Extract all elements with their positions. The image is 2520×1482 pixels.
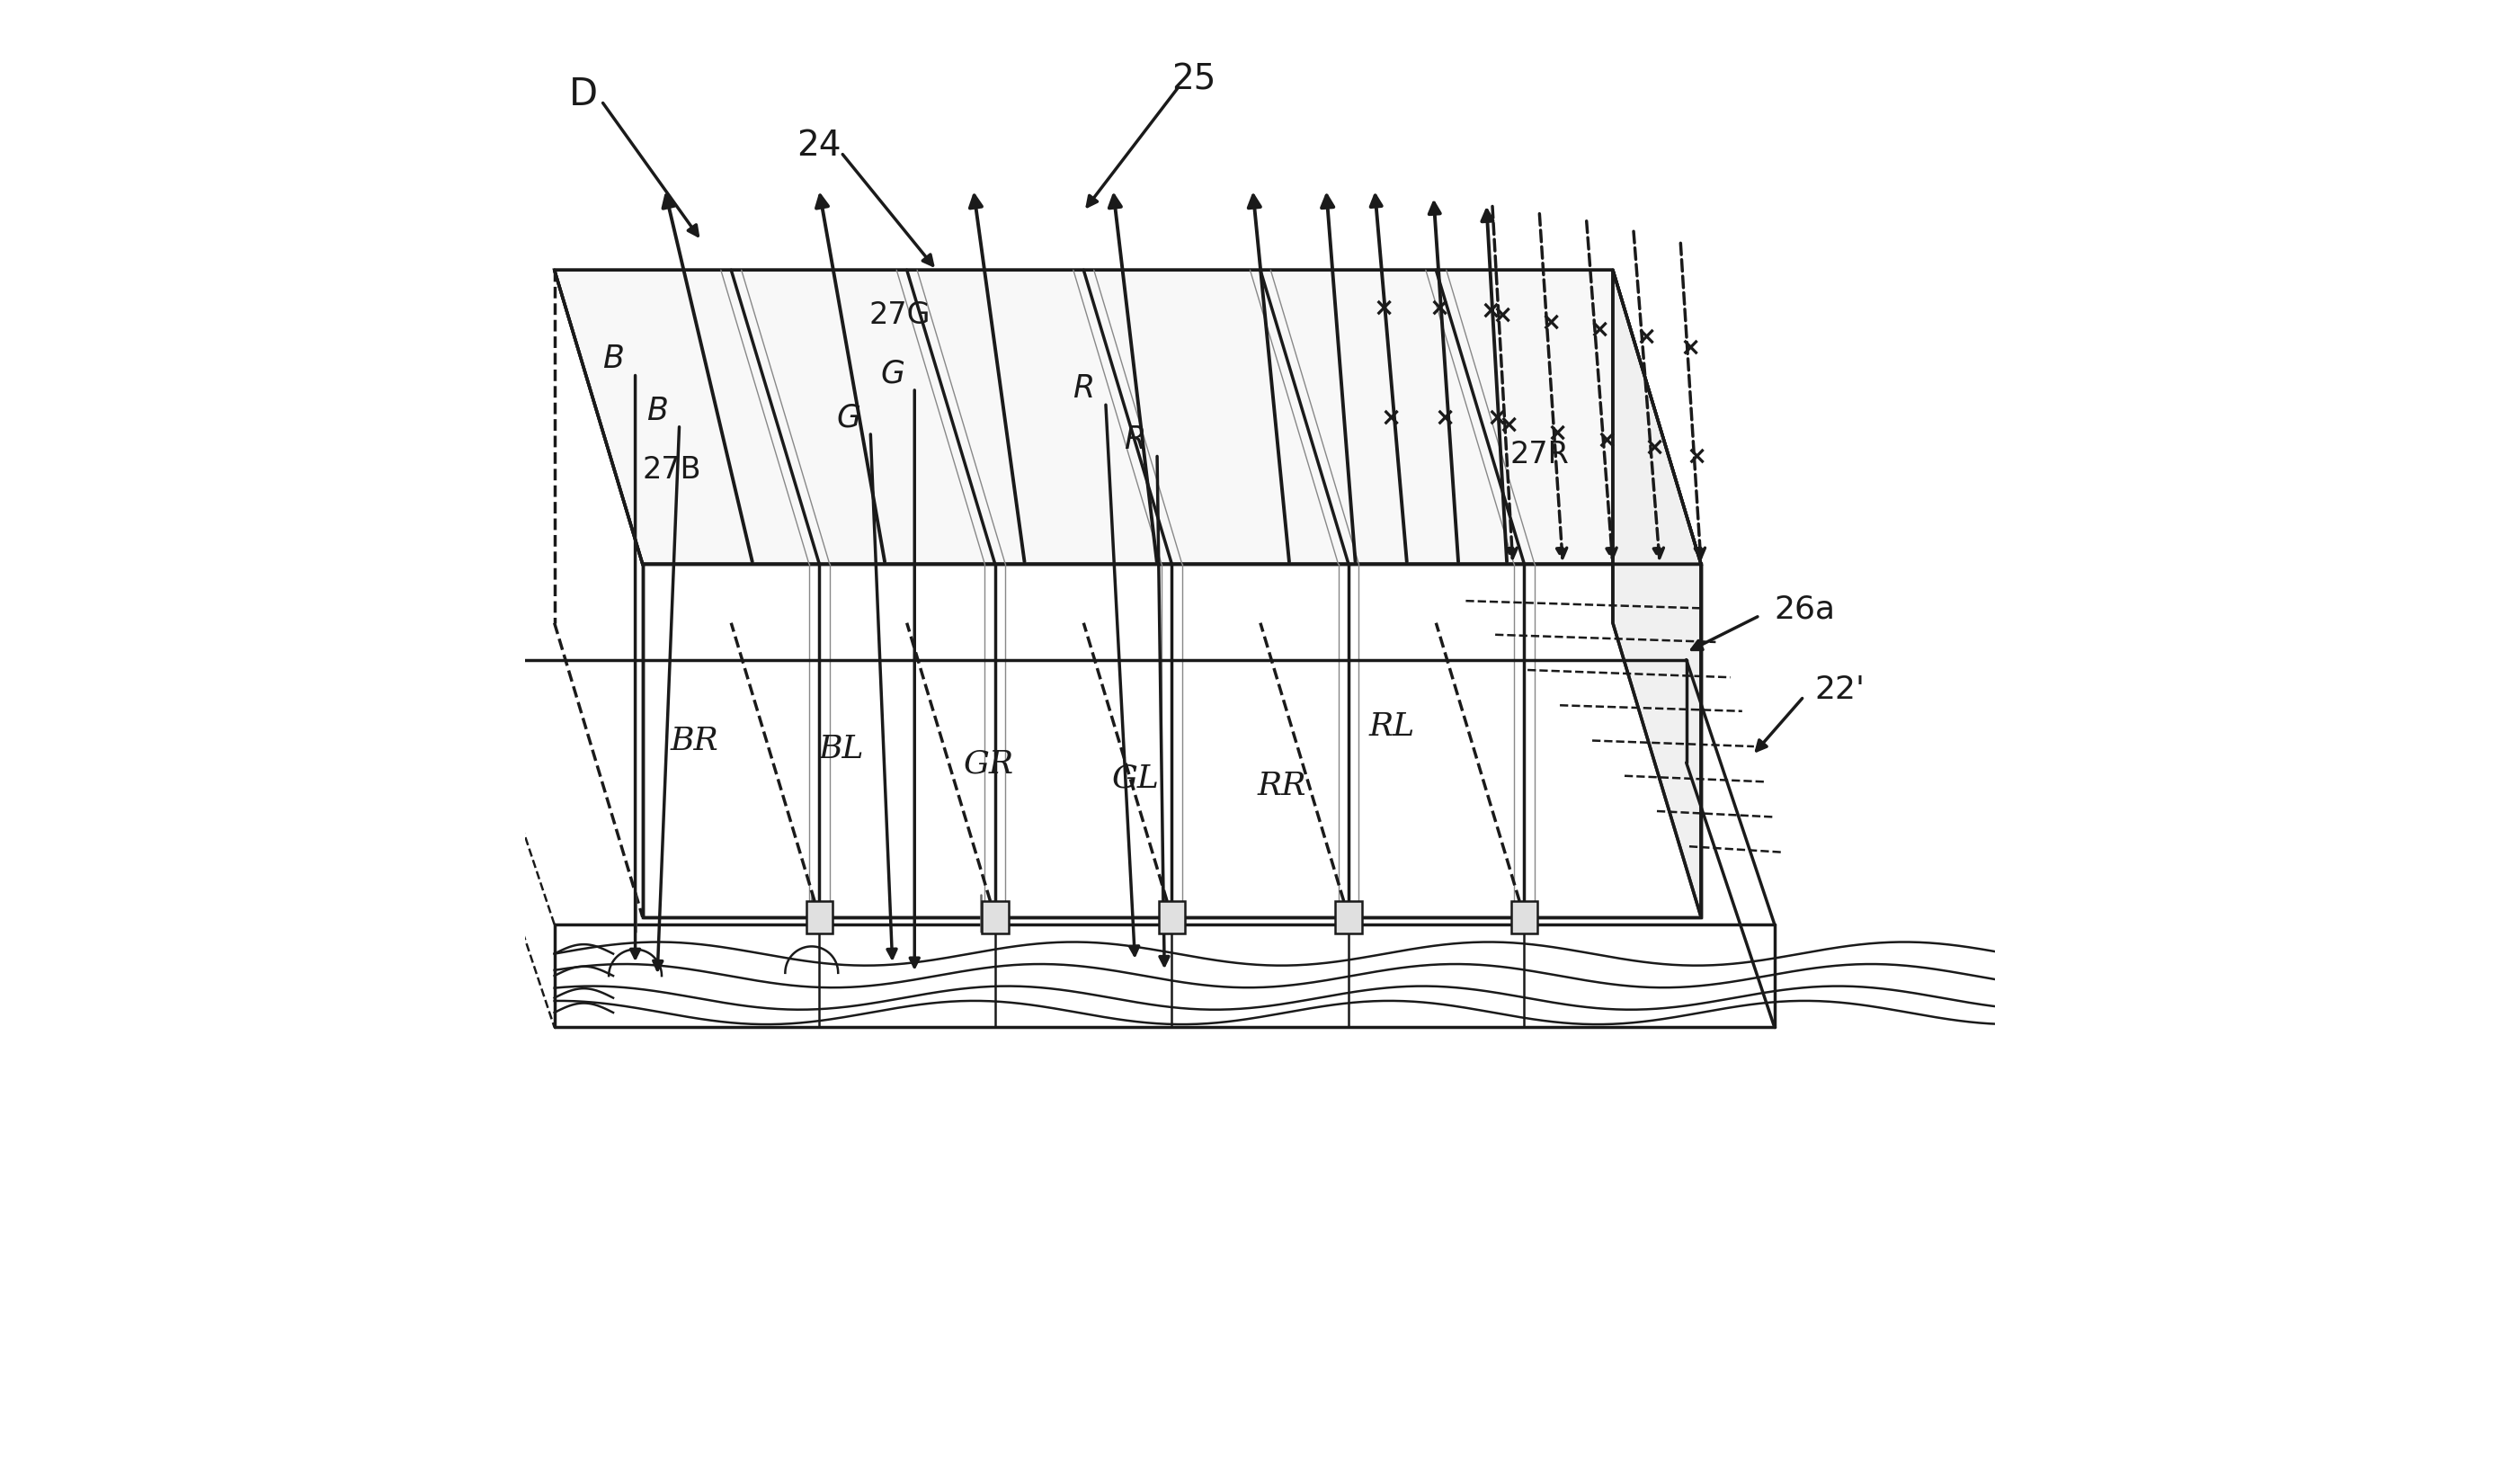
- Text: 27G: 27G: [869, 299, 930, 329]
- Text: ×: ×: [1492, 302, 1512, 328]
- Text: ×: ×: [1635, 325, 1658, 350]
- Polygon shape: [1613, 271, 1701, 917]
- Text: 26a: 26a: [1774, 593, 1835, 624]
- Polygon shape: [554, 271, 1701, 565]
- Text: ×: ×: [1487, 405, 1507, 430]
- Text: ×: ×: [1381, 405, 1401, 430]
- Text: G: G: [879, 359, 905, 388]
- Text: ×: ×: [1590, 317, 1610, 342]
- Text: B: B: [648, 396, 668, 425]
- Bar: [1336, 901, 1361, 934]
- Text: ×: ×: [1681, 335, 1701, 360]
- Text: ×: ×: [1434, 405, 1457, 430]
- Text: BR: BR: [670, 726, 718, 756]
- Text: RL: RL: [1368, 711, 1416, 741]
- Text: ×: ×: [1547, 419, 1567, 445]
- Text: R: R: [1124, 424, 1147, 455]
- Text: ×: ×: [1686, 443, 1706, 468]
- Text: RR: RR: [1257, 769, 1305, 800]
- Bar: [1512, 901, 1537, 934]
- Text: ×: ×: [1373, 295, 1394, 320]
- Text: GR: GR: [963, 748, 1013, 778]
- Text: GL: GL: [1111, 762, 1159, 793]
- Text: D: D: [570, 76, 597, 113]
- Bar: [1159, 901, 1184, 934]
- Text: 24: 24: [796, 129, 842, 163]
- Text: ×: ×: [1540, 310, 1562, 335]
- Text: ×: ×: [1479, 298, 1502, 323]
- Text: R: R: [1074, 373, 1094, 403]
- Text: 27B: 27B: [643, 455, 701, 485]
- Polygon shape: [643, 565, 1701, 917]
- Text: ×: ×: [1429, 295, 1449, 320]
- Text: B: B: [602, 344, 625, 373]
- Text: BL: BL: [819, 734, 864, 763]
- Text: ×: ×: [1643, 434, 1663, 459]
- Text: ×: ×: [1497, 412, 1520, 437]
- Text: G: G: [837, 403, 859, 433]
- Bar: [806, 901, 832, 934]
- Text: 22': 22': [1814, 674, 1865, 705]
- Bar: [983, 901, 1008, 934]
- Text: 25: 25: [1172, 62, 1217, 96]
- Text: 27R: 27R: [1509, 440, 1570, 470]
- Text: ×: ×: [1598, 427, 1618, 452]
